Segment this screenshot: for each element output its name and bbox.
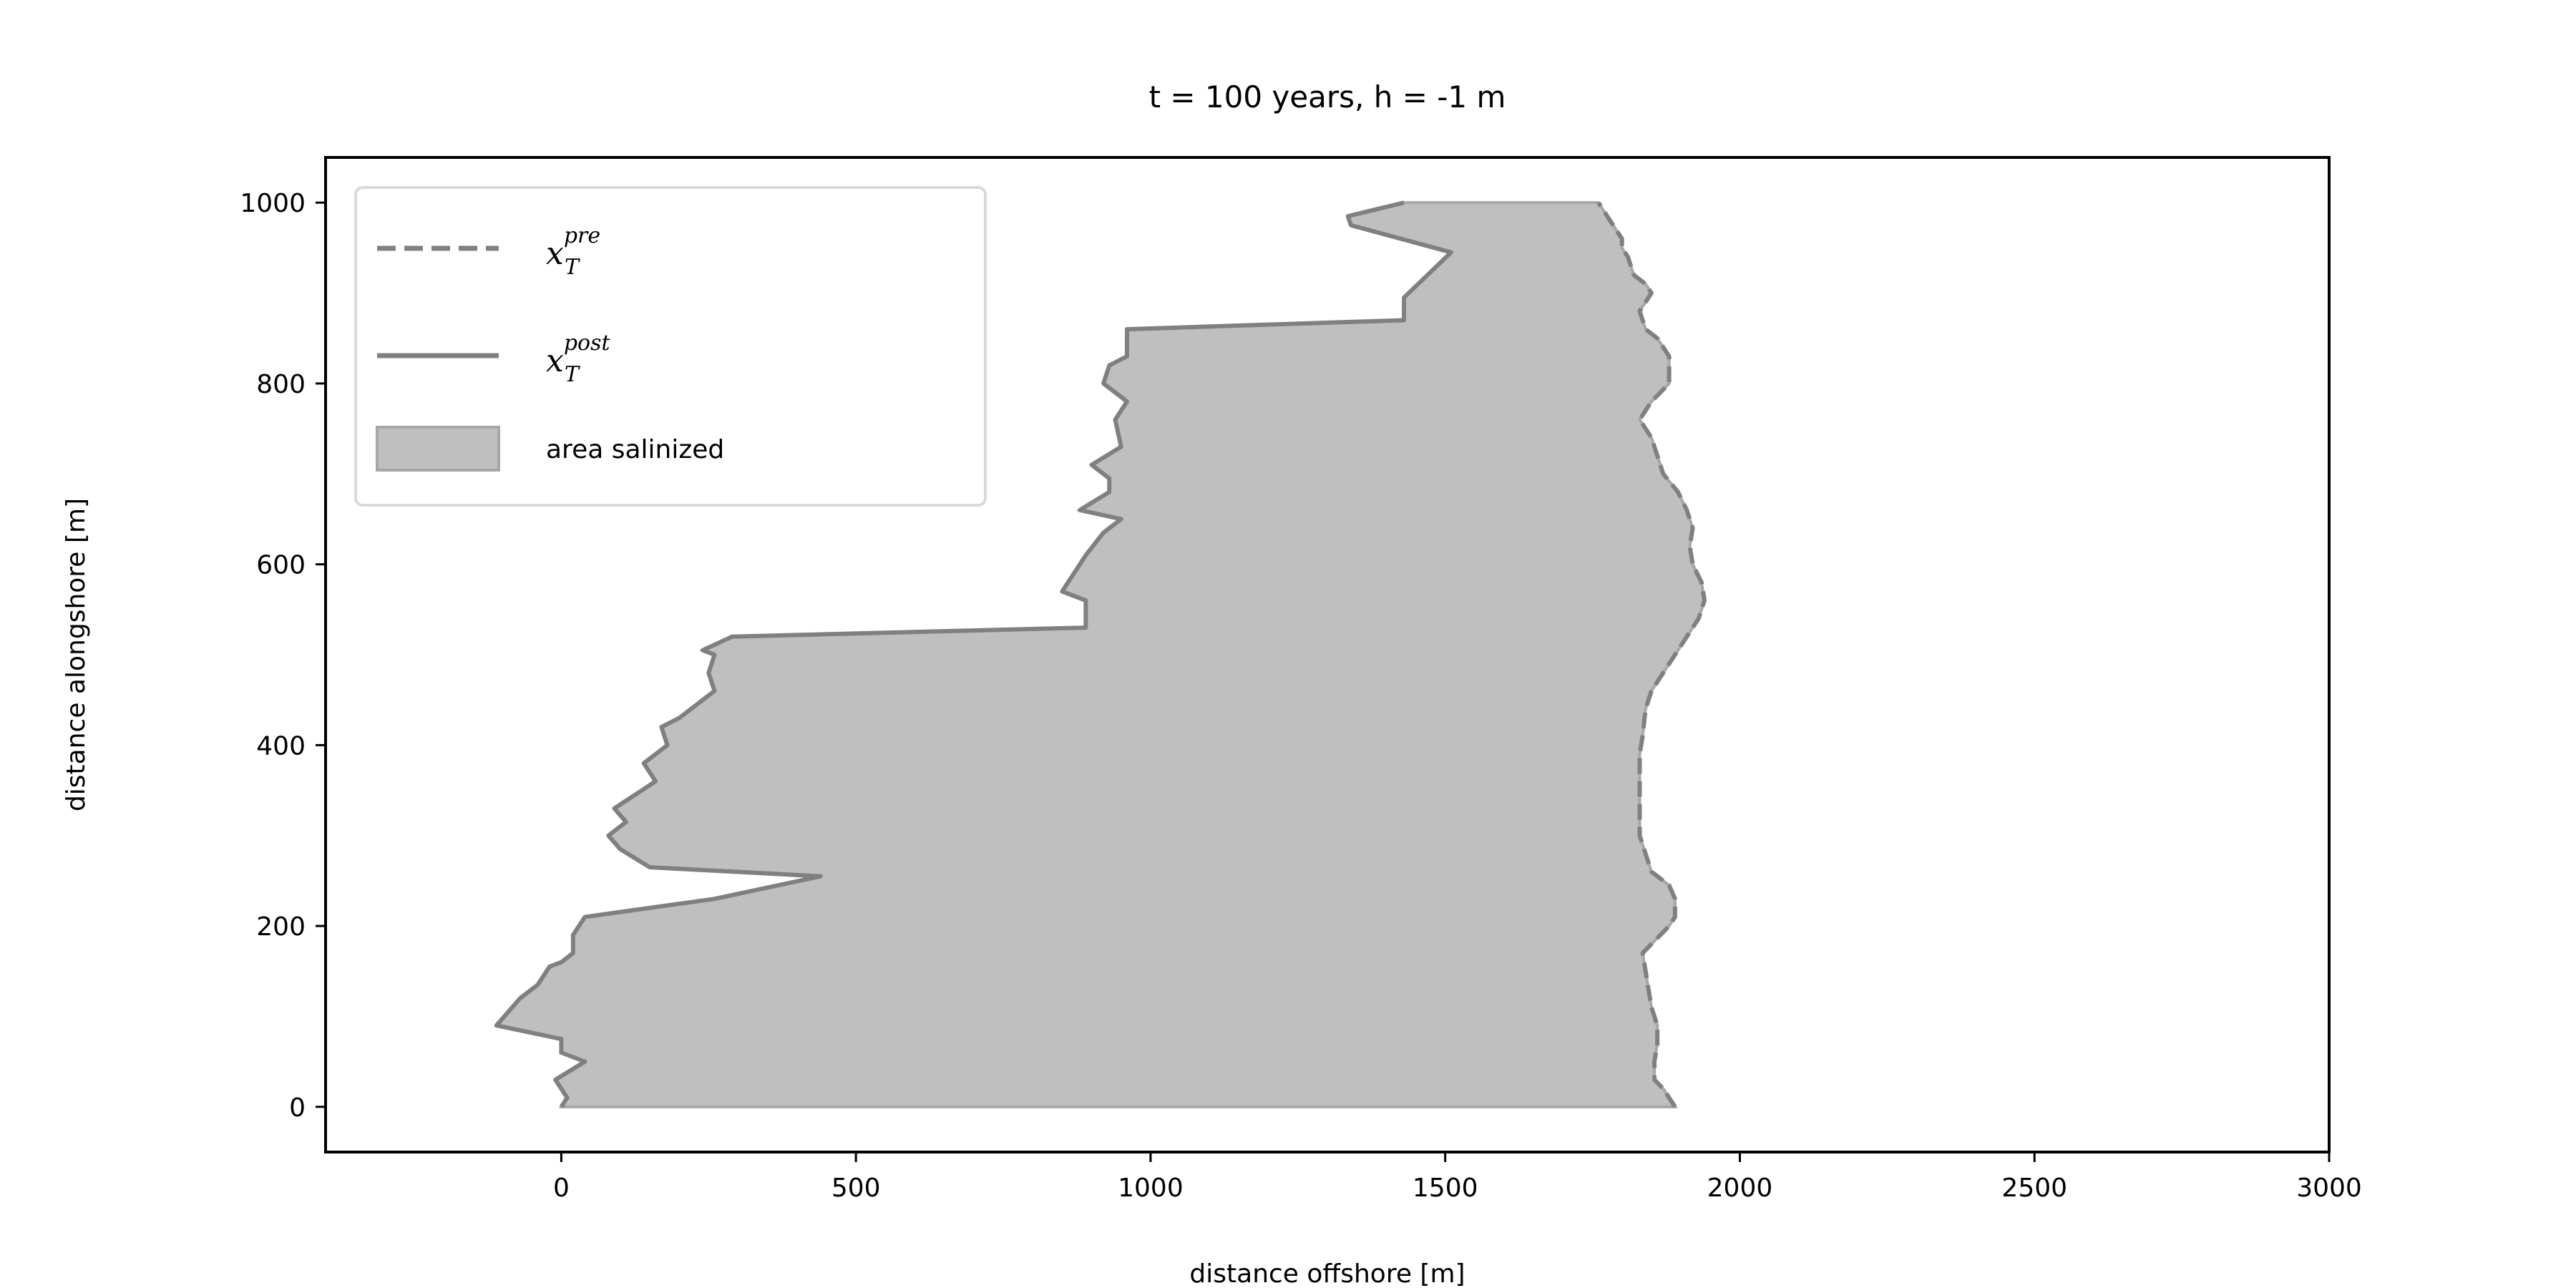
x-tick-label: 2000 bbox=[1707, 1174, 1773, 1203]
series-line-pre bbox=[1596, 201, 1707, 1108]
axes-frame bbox=[324, 156, 2331, 1153]
y-axis-label: distance alongshore [m] bbox=[62, 498, 91, 811]
y-tick-label: 0 bbox=[289, 1093, 306, 1123]
plot-area bbox=[494, 200, 1707, 1108]
x-tick-label: 500 bbox=[831, 1174, 881, 1203]
legend-subscript-post: T bbox=[565, 362, 580, 387]
x-tick-label: 3000 bbox=[2296, 1174, 2362, 1203]
y-tick-label: 200 bbox=[256, 912, 306, 942]
legend-swatch-area bbox=[376, 426, 500, 472]
y-tick-label: 400 bbox=[256, 731, 306, 761]
legend-label-post: xpost bbox=[546, 331, 610, 379]
x-tick-label: 1000 bbox=[1118, 1174, 1184, 1203]
axis-ticks: 0 500 1000 1500 2000 2500 3000 0 200 400 600 800 100… bbox=[240, 189, 2361, 1203]
legend-subscript-pre: T bbox=[565, 255, 580, 280]
chart-title: t = 100 years, h = -1 m bbox=[1149, 79, 1506, 114]
x-axis-label: distance offshore [m] bbox=[1189, 1259, 1465, 1288]
x-tick-label: 0 bbox=[553, 1174, 570, 1203]
legend-label-pre: xpre bbox=[546, 223, 600, 272]
legend-label-area: area salinized bbox=[546, 435, 724, 464]
x-tick-label: 2500 bbox=[2001, 1174, 2067, 1203]
y-tick-label: 600 bbox=[256, 551, 306, 580]
series-line-post bbox=[494, 200, 1453, 1108]
x-tick-label: 1500 bbox=[1413, 1174, 1478, 1203]
legend-box bbox=[354, 186, 987, 507]
y-tick-label: 800 bbox=[256, 370, 306, 399]
y-tick-label: 1000 bbox=[240, 189, 306, 218]
